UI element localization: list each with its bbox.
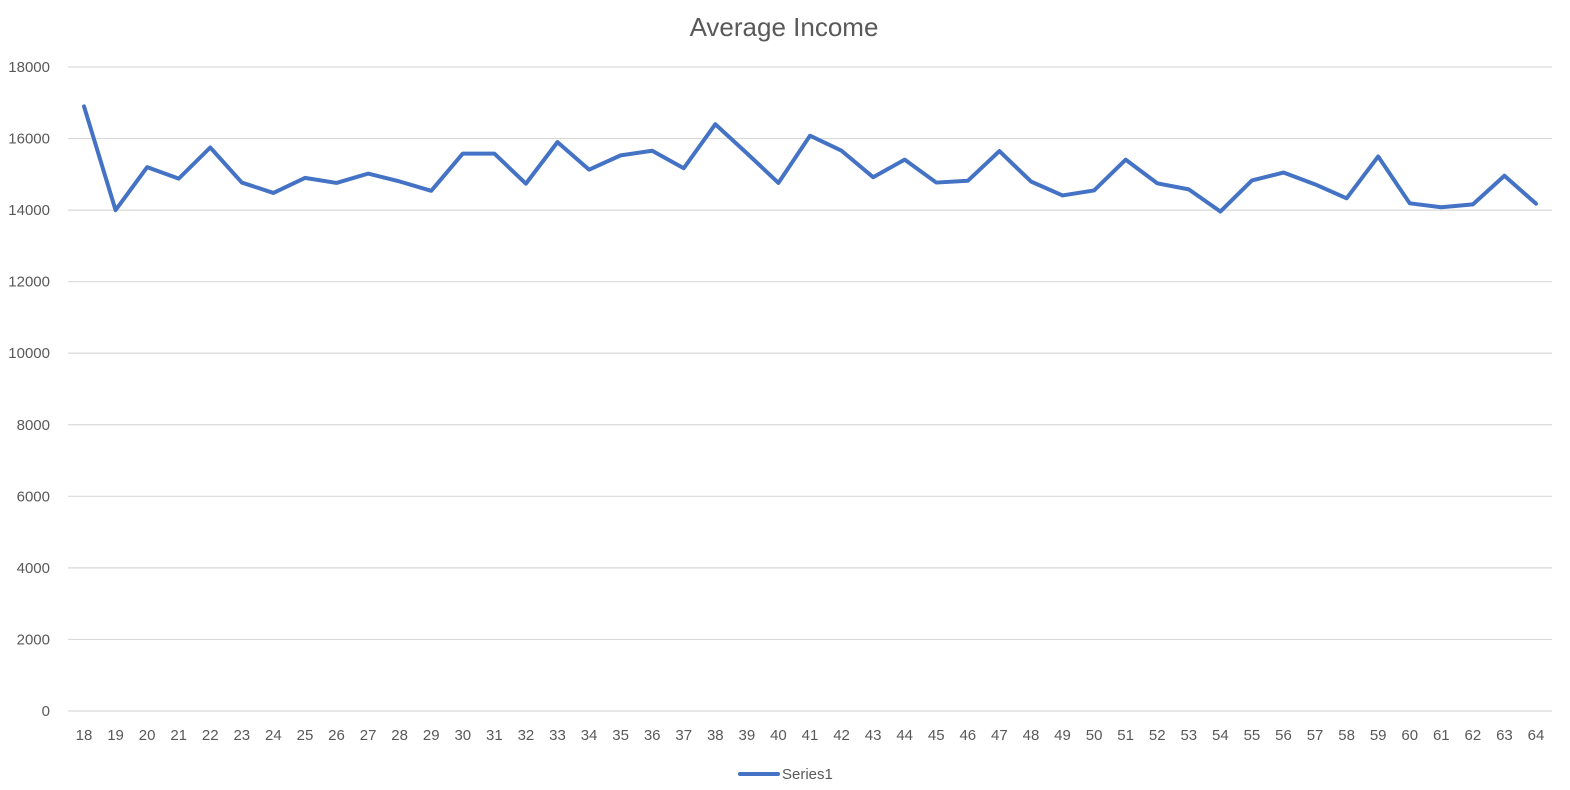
chart-title: Average Income (690, 12, 879, 42)
x-tick-label: 64 (1528, 727, 1545, 744)
x-tick-label: 59 (1370, 727, 1387, 744)
x-tick-label: 35 (612, 727, 629, 744)
y-tick-label: 12000 (8, 274, 50, 291)
x-tick-label: 57 (1307, 727, 1324, 744)
x-tick-label: 56 (1275, 727, 1292, 744)
x-tick-label: 29 (423, 727, 440, 744)
x-tick-label: 27 (360, 727, 377, 744)
x-tick-label: 34 (581, 727, 598, 744)
y-tick-label: 14000 (8, 202, 50, 219)
x-tick-label: 33 (549, 727, 566, 744)
x-tick-label: 19 (107, 727, 124, 744)
x-tick-label: 36 (644, 727, 661, 744)
x-tick-label: 60 (1401, 727, 1418, 744)
x-tick-label: 39 (739, 727, 756, 744)
x-tick-label: 18 (76, 727, 93, 744)
x-tick-label: 37 (675, 727, 692, 744)
legend: Series1 (738, 766, 833, 783)
x-tick-label: 21 (170, 727, 187, 744)
x-tick-label: 43 (865, 727, 882, 744)
y-tick-label: 0 (42, 703, 50, 720)
y-tick-label: 16000 (8, 131, 50, 148)
x-tick-label: 31 (486, 727, 503, 744)
x-tick-label: 25 (297, 727, 314, 744)
x-tick-label: 24 (265, 727, 282, 744)
x-tick-label: 46 (959, 727, 976, 744)
x-tick-label: 30 (454, 727, 471, 744)
x-tick-label: 22 (202, 727, 219, 744)
x-tick-label: 51 (1117, 727, 1134, 744)
gridlines (68, 66, 1552, 712)
x-tick-label: 53 (1180, 727, 1197, 744)
x-tick-label: 41 (802, 727, 819, 744)
x-tick-label: 44 (896, 727, 913, 744)
y-tick-label: 10000 (8, 345, 50, 362)
x-tick-label: 63 (1496, 727, 1513, 744)
x-tick-label: 38 (707, 727, 724, 744)
x-tick-label: 55 (1244, 727, 1261, 744)
y-tick-label: 8000 (17, 417, 50, 434)
legend-label: Series1 (782, 766, 833, 783)
x-tick-label: 54 (1212, 727, 1229, 744)
series-lines (82, 104, 1538, 214)
x-tick-label: 49 (1054, 727, 1071, 744)
x-tick-label: 26 (328, 727, 345, 744)
x-tick-label: 50 (1086, 727, 1103, 744)
x-axis-tick-labels: 18 19 20 21 22 23 24 25 26 27 28 29 30 31 32 33 34 35 36 37… (76, 727, 1545, 744)
x-tick-label: 45 (928, 727, 945, 744)
x-tick-label: 62 (1465, 727, 1482, 744)
x-tick-label: 48 (1023, 727, 1040, 744)
x-tick-label: 47 (991, 727, 1008, 744)
x-tick-label: 23 (233, 727, 250, 744)
x-tick-label: 20 (139, 727, 156, 744)
x-tick-label: 61 (1433, 727, 1450, 744)
series-line-1 (82, 104, 1538, 214)
x-tick-label: 28 (391, 727, 408, 744)
y-tick-label: 2000 (17, 631, 50, 648)
y-axis-tick-labels: 0 2000 4000 6000 8000 10000 12000 14000 16000 180… (8, 59, 50, 720)
x-tick-label: 42 (833, 727, 850, 744)
y-tick-label: 6000 (17, 488, 50, 505)
x-tick-label: 52 (1149, 727, 1166, 744)
y-tick-label: 18000 (8, 59, 50, 76)
x-tick-label: 58 (1338, 727, 1355, 744)
x-tick-label: 32 (518, 727, 535, 744)
y-tick-label: 4000 (17, 560, 50, 577)
x-tick-label: 40 (770, 727, 787, 744)
